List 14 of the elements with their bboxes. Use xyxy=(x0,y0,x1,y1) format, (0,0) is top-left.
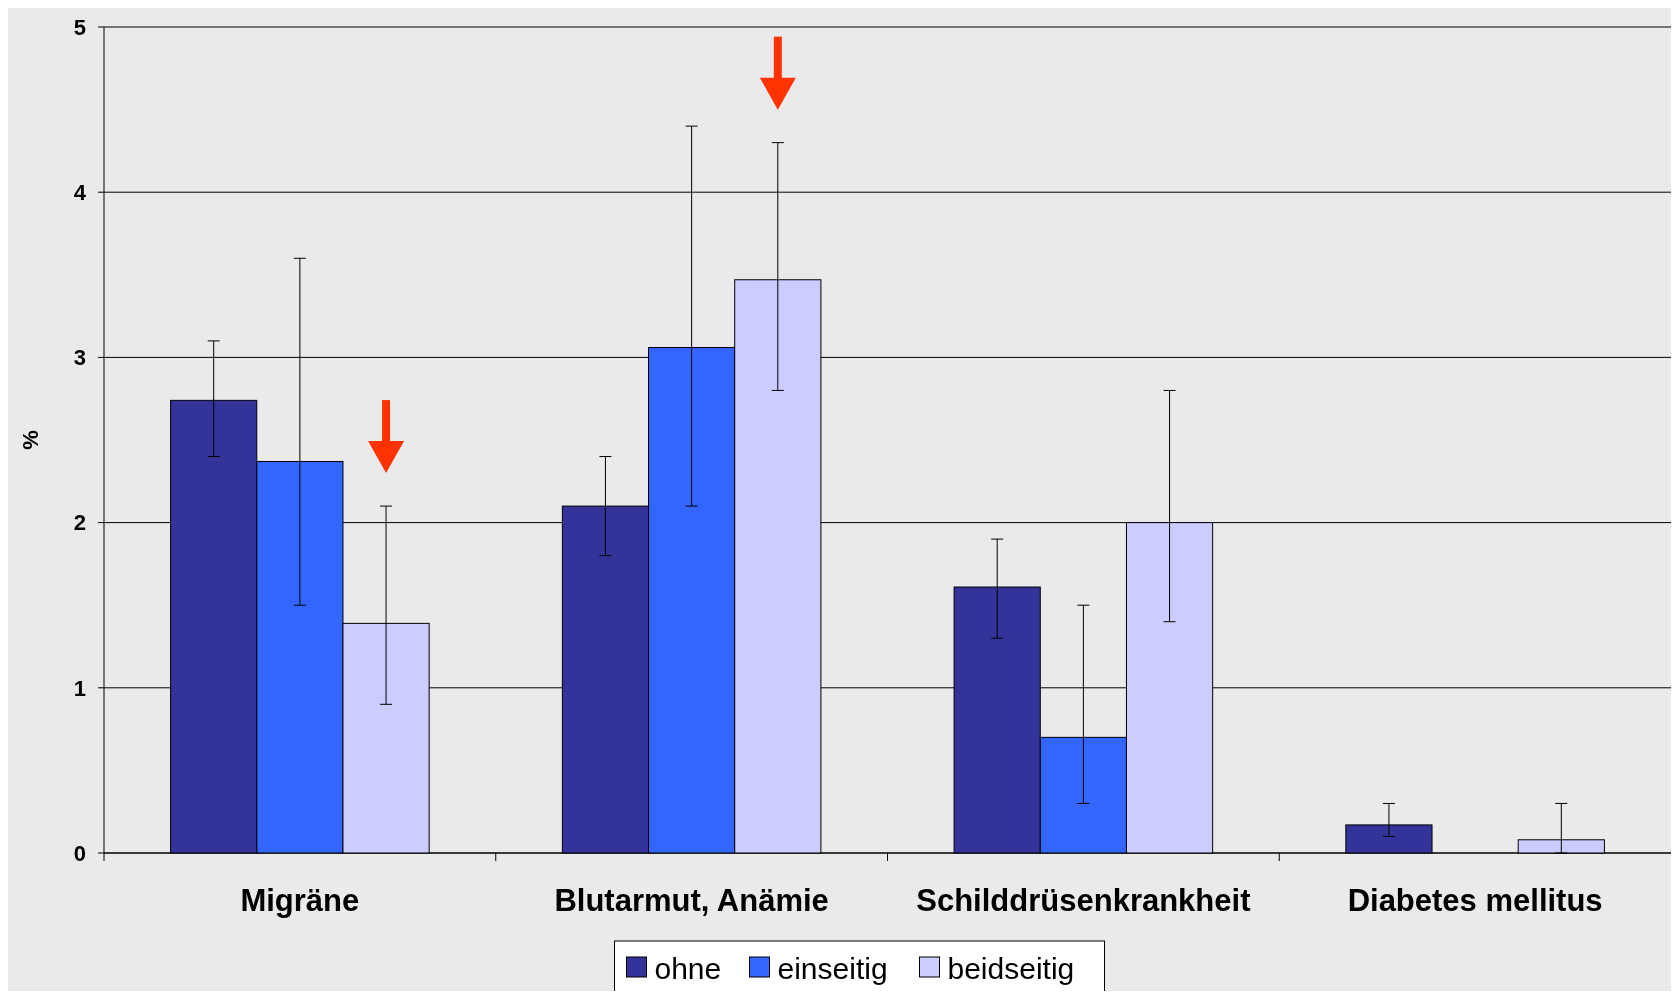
x-tick-label: Schilddrüsenkrankheit xyxy=(916,883,1251,918)
y-tick-label: 1 xyxy=(73,675,86,701)
legend-label: einseitig xyxy=(777,951,888,985)
y-tick-label: 5 xyxy=(73,14,86,40)
x-tick-label: Diabetes mellitus xyxy=(1347,883,1603,918)
x-tick-label: Blutarmut, Anämie xyxy=(554,883,829,918)
y-tick-label: 2 xyxy=(73,510,86,536)
y-tick-label: 4 xyxy=(73,179,87,205)
y-axis-title: % xyxy=(18,430,43,450)
legend-label: ohne xyxy=(654,951,722,985)
y-tick-label: 0 xyxy=(73,840,86,866)
x-tick-label: Migräne xyxy=(240,883,360,918)
legend-label: beidseitig xyxy=(947,951,1075,985)
y-tick-label: 3 xyxy=(73,345,86,371)
